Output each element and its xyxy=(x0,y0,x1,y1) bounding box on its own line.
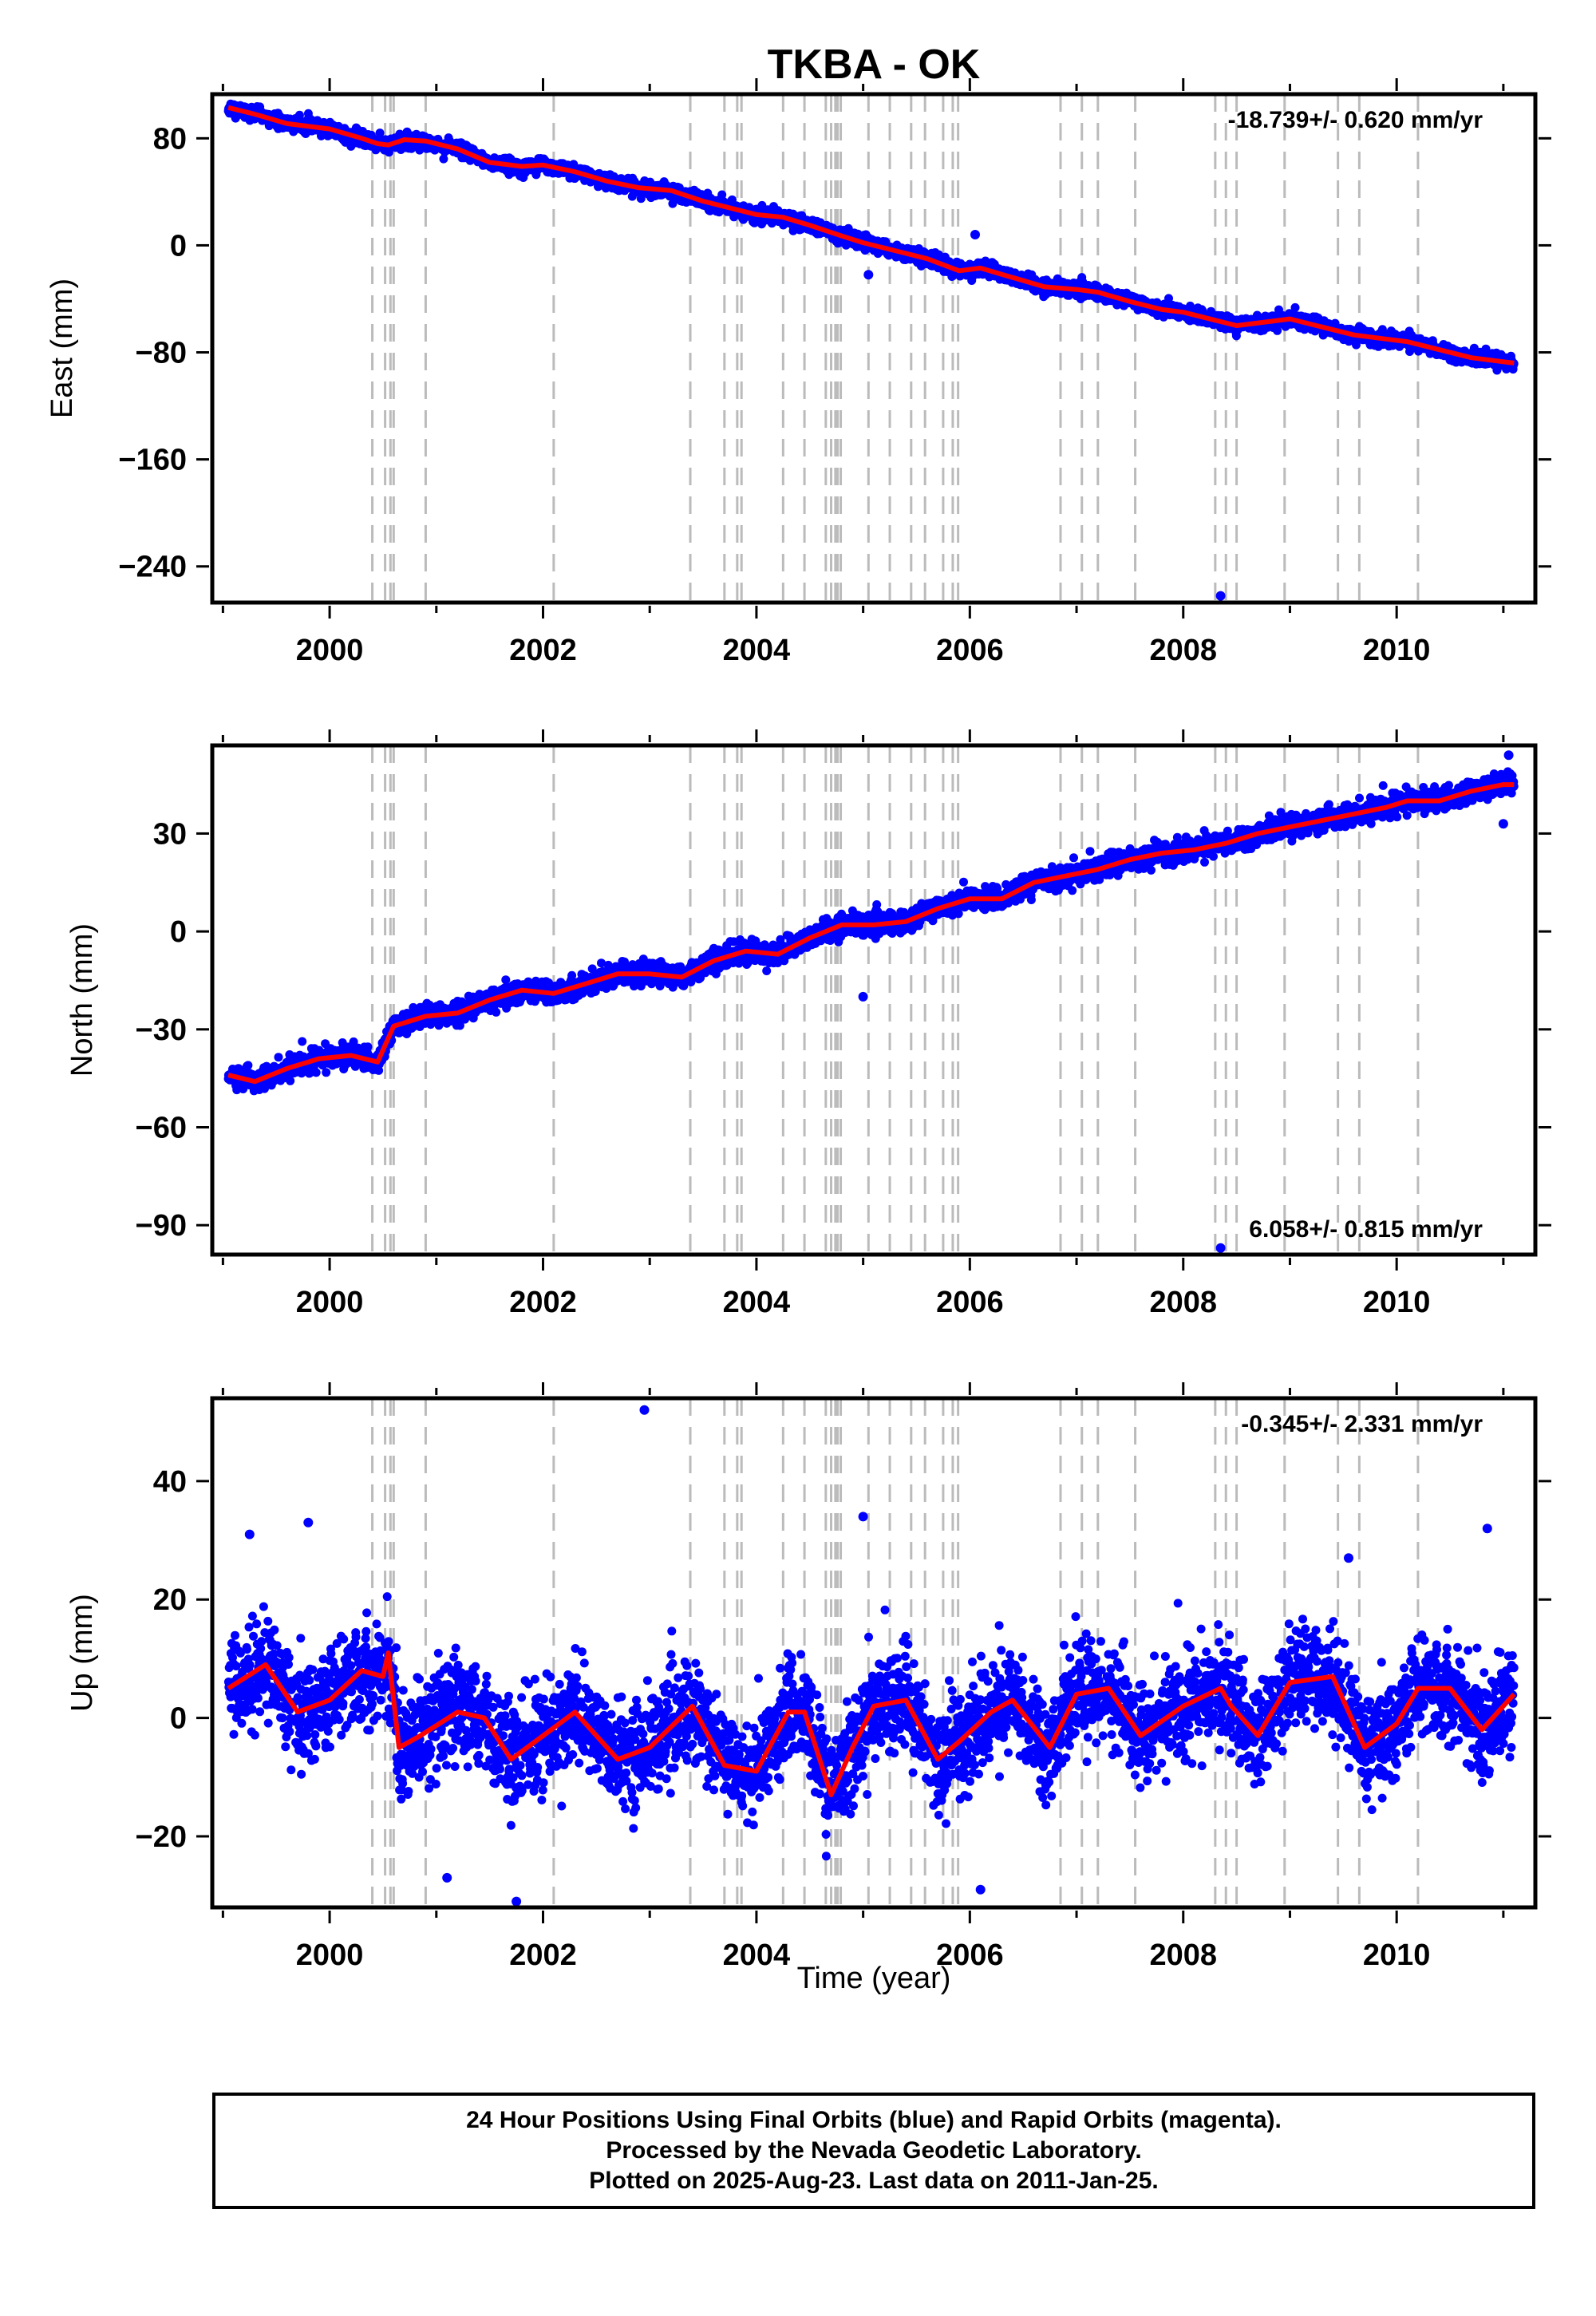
data-point xyxy=(243,1061,253,1070)
x-tick-label: 2010 xyxy=(1363,634,1431,667)
gps-timeseries-figure: TKBA - OK 2000 2002 2004 2006 2008 2010 −240 −1… xyxy=(45,41,1551,1995)
data-point xyxy=(1273,326,1282,335)
data-point xyxy=(363,1042,373,1052)
x-tick-label: 2006 xyxy=(936,634,1004,667)
x-tick-label: 2000 xyxy=(296,634,364,667)
plot-frame xyxy=(210,92,1538,605)
data-point xyxy=(322,1068,331,1077)
data-points xyxy=(223,750,1519,1253)
data-point xyxy=(298,1037,307,1046)
data-point xyxy=(717,190,727,200)
data-point xyxy=(274,1053,283,1062)
y-tick-label: −240 xyxy=(118,551,187,584)
east-panel: 2000 2002 2004 2006 2008 2010 −240 −160 −80 0 80 Ea… xyxy=(45,78,1551,667)
x-tick-label: 2008 xyxy=(1149,634,1217,667)
data-point xyxy=(375,128,385,138)
y-tick-label: 80 xyxy=(153,122,187,156)
data-point xyxy=(492,1007,501,1017)
y-tick-label: −80 xyxy=(136,337,187,370)
x-tick-label: 2004 xyxy=(723,634,791,667)
y-axis-label: East (mm) xyxy=(45,279,79,418)
y-tick-label: 0 xyxy=(170,229,187,263)
x-tick-label: 2002 xyxy=(509,634,577,667)
data-points xyxy=(223,99,1519,601)
data-point xyxy=(349,1037,358,1046)
outlier-point xyxy=(863,270,874,280)
data-point xyxy=(311,1068,321,1077)
x-axis: 2000 2002 2004 2006 2008 2010 xyxy=(221,78,1505,667)
data-point xyxy=(1164,294,1173,303)
data-point xyxy=(260,1084,269,1093)
outlier-point xyxy=(970,230,980,239)
y-tick-label: −160 xyxy=(118,444,187,477)
outlier-point xyxy=(1215,591,1226,601)
rate-label: -18.739+/- 0.620 mm/yr xyxy=(1228,107,1483,133)
data-point xyxy=(286,1076,295,1085)
y-axis: −240 −160 −80 0 80 xyxy=(118,122,1551,584)
data-point xyxy=(1290,302,1300,312)
figure-title: TKBA - OK xyxy=(768,41,981,88)
data-point xyxy=(439,154,448,164)
north-panel: 2000 2002 2004 2006 2008 2010−90−60−30030Nort… xyxy=(65,729,1551,1319)
data-point xyxy=(455,1021,464,1030)
model-line xyxy=(227,105,1515,366)
